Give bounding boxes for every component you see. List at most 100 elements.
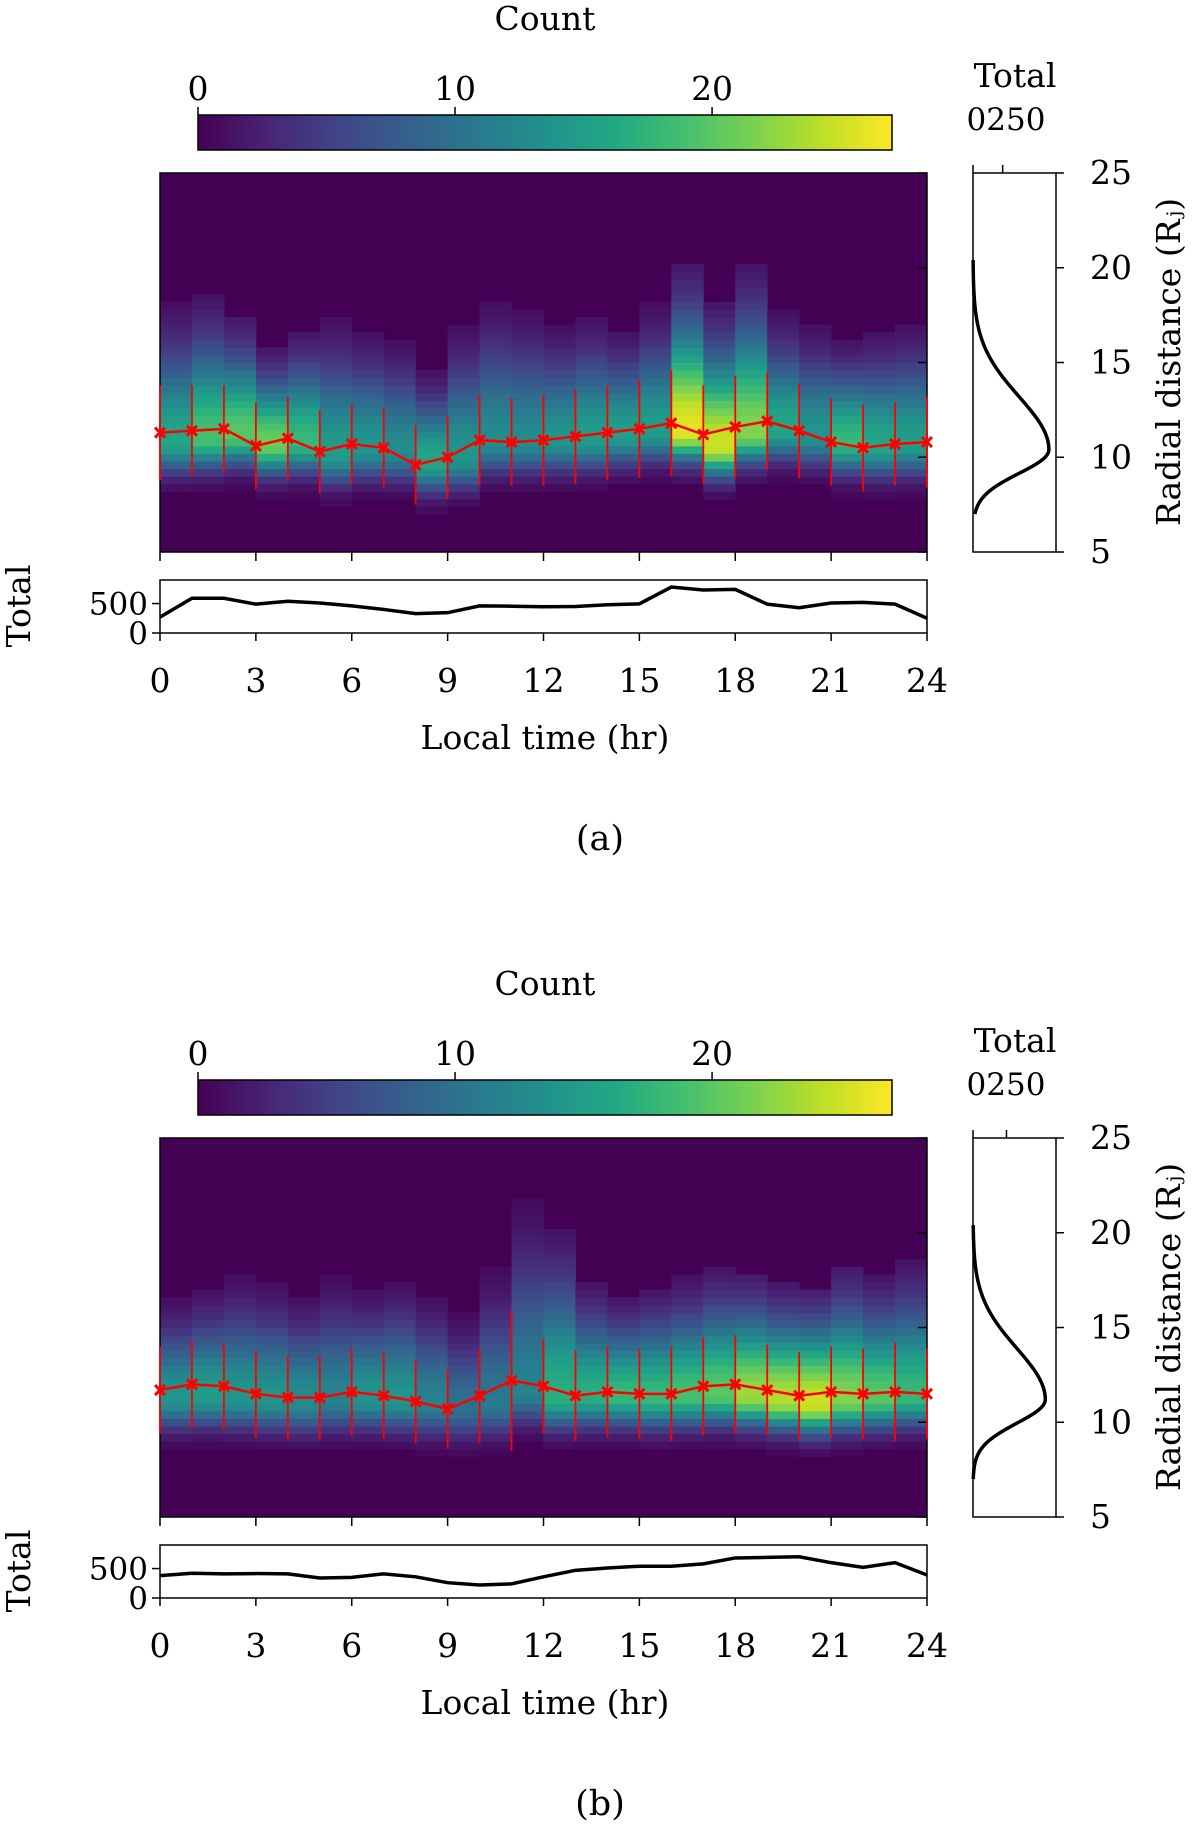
- heatmap-cell: [735, 1410, 768, 1419]
- heatmap-cell: [895, 1282, 928, 1291]
- heatmap-cell: [415, 377, 449, 386]
- heatmap-cell: [863, 1372, 896, 1382]
- heatmap-cell: [383, 1441, 417, 1450]
- heatmap-cell: [479, 407, 513, 417]
- heatmap-cell: [415, 1350, 449, 1359]
- heatmap-cell: [415, 1319, 449, 1328]
- heatmap-cell: [543, 1266, 576, 1275]
- heatmap-cell: [575, 1418, 608, 1427]
- heatmap-cell: [639, 468, 672, 477]
- heatmap-cell: [543, 461, 576, 470]
- heatmap-cell: [831, 1395, 864, 1404]
- heatmap-cell: [287, 1441, 321, 1450]
- heatmap-cell: [447, 1342, 481, 1351]
- heatmap-cell: [799, 1304, 832, 1313]
- heatmap-cell: [863, 1335, 896, 1344]
- heatmap-cell: [831, 1380, 864, 1389]
- heatmap-cell: [831, 1441, 864, 1450]
- heatmap-cell: [799, 347, 832, 356]
- heatmap-cell: [767, 1441, 800, 1450]
- heatmap-cell: [863, 1395, 896, 1404]
- heatmap-cell: [831, 491, 864, 500]
- heatmap-cell: [607, 476, 640, 485]
- heatmap-cell: [863, 1426, 896, 1435]
- heatmap-cell: [799, 1312, 832, 1321]
- heatmap-cell: [191, 453, 225, 462]
- heatmap-cell: [255, 400, 289, 409]
- heatmap-cell: [383, 347, 417, 356]
- heatmap-cell: [319, 1403, 353, 1412]
- heatmap-cell: [319, 1395, 353, 1404]
- heatmap-cell: [511, 1312, 544, 1321]
- heatmap-cell: [351, 377, 385, 386]
- colorbar-label: Count: [495, 964, 596, 1003]
- heatmap-cell: [543, 1282, 576, 1291]
- heatmap-cell: [863, 1433, 896, 1442]
- x-tick-label: 15: [618, 1626, 660, 1665]
- heatmap-cell: [415, 385, 449, 394]
- heatmap-cell: [191, 354, 225, 363]
- heatmap-cell: [255, 1441, 289, 1450]
- heatmap-cell: [160, 483, 193, 492]
- heatmap-cell: [671, 377, 704, 386]
- heatmap-cell: [479, 1319, 513, 1328]
- heatmap-cell: [735, 1327, 768, 1336]
- heatmap-cell: [607, 392, 640, 401]
- heatmap-cell: [223, 1410, 257, 1419]
- heatmap-cell: [895, 370, 928, 379]
- heatmap-cell: [287, 1380, 321, 1389]
- heatmap-cell: [639, 400, 672, 409]
- heatmap-cell: [447, 362, 481, 371]
- mean-radius-marker: [857, 1387, 870, 1400]
- heatmap-cell: [383, 377, 417, 386]
- mean-radius-marker: [729, 420, 742, 433]
- heatmap-cell: [735, 453, 768, 462]
- heatmap-cell: [479, 385, 513, 394]
- heatmap-cell: [639, 301, 672, 310]
- heatmap-cell: [895, 483, 928, 492]
- heatmap-cell: [767, 1395, 800, 1404]
- heatmap-cell: [543, 385, 576, 394]
- mean-radius-marker: [409, 458, 422, 471]
- heatmap-cell: [255, 1335, 289, 1344]
- heatmap-cell: [607, 1327, 640, 1336]
- mean-radius-marker: [153, 1383, 167, 1397]
- heatmap-cell: [319, 476, 353, 485]
- heatmap-cell: [735, 324, 768, 333]
- heatmap-cell: [191, 347, 225, 356]
- heatmap-cell: [287, 1350, 321, 1359]
- x-tick-label: 9: [437, 1626, 458, 1665]
- heatmap-cell: [895, 461, 928, 470]
- heatmap-cell: [575, 468, 608, 477]
- heatmap-cell: [831, 1289, 864, 1298]
- heatmap-cell: [415, 445, 449, 454]
- heatmap-cell: [703, 1342, 736, 1351]
- heatmap-cell: [511, 339, 544, 348]
- heatmap-cell: [191, 400, 225, 409]
- heatmap-cell: [319, 324, 353, 333]
- heatmap-cell: [767, 1410, 800, 1419]
- heatmap-cell: [415, 1388, 449, 1397]
- heatmap-cell: [223, 362, 257, 371]
- heatmap-cell: [735, 1365, 768, 1374]
- heatmap-cell: [735, 1426, 768, 1435]
- heatmap-cell: [767, 317, 800, 326]
- heatmap-cell: [543, 1312, 576, 1321]
- heatmap-cell: [383, 362, 417, 371]
- heatmap-cell: [799, 377, 832, 386]
- heatmap-cell: [351, 453, 385, 462]
- heatmap-cell: [415, 468, 449, 477]
- heatmap-cell: [799, 1319, 832, 1328]
- heatmap-cell: [479, 332, 513, 341]
- heatmap-cell: [255, 1395, 289, 1404]
- heatmap-cell: [639, 392, 672, 401]
- heatmap-cell: [831, 453, 864, 462]
- heatmap-cell: [223, 1282, 257, 1291]
- heatmap-cell: [191, 1342, 225, 1351]
- heatmap-cell: [799, 423, 832, 432]
- heatmap-cell: [223, 1441, 257, 1450]
- heatmap-cell: [543, 362, 576, 371]
- heatmap-cell: [415, 1426, 449, 1435]
- heatmap-cell: [895, 491, 928, 500]
- heatmap-cell: [767, 1380, 800, 1389]
